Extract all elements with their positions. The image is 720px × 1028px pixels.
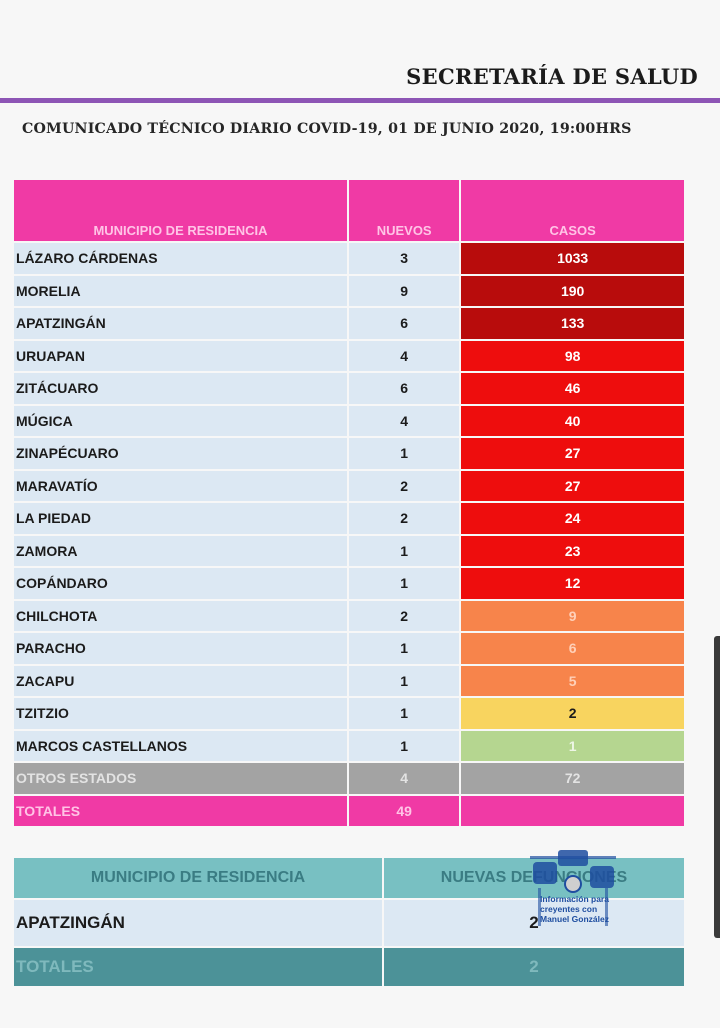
table-row: LÁZARO CÁRDENAS 3 1033 — [14, 243, 684, 274]
cell-casos: 9 — [461, 600, 684, 631]
cell-nuevos: 3 — [349, 243, 460, 274]
otros-estados-row: OTROS ESTADOS 4 72 — [14, 763, 684, 794]
cell-municipio: ZITÁCUARO — [14, 373, 347, 404]
header-nuevos: NUEVOS — [349, 180, 460, 241]
header-divider — [0, 98, 720, 103]
cell-casos: 27 — [461, 470, 684, 501]
cell-casos: 46 — [461, 373, 684, 404]
cell-municipio: MÚGICA — [14, 405, 347, 436]
cell-nuevos: 1 — [349, 633, 460, 664]
cell-casos: 24 — [461, 503, 684, 534]
cell-casos: 1033 — [461, 243, 684, 274]
totales-label: TOTALES — [14, 795, 347, 826]
cell-casos: 40 — [461, 405, 684, 436]
table-row: URUAPAN 4 98 — [14, 340, 684, 371]
table-row: APATZINGÁN 6 133 — [14, 308, 684, 339]
cell-casos: 12 — [461, 568, 684, 599]
cell-nuevos: 9 — [349, 275, 460, 306]
deaths-table: MUNICIPIO DE RESIDENCIA NUEVAS DEFUNCION… — [12, 856, 686, 988]
table-row: PARACHO 1 6 — [14, 633, 684, 664]
cell-municipio: MARCOS CASTELLANOS — [14, 730, 347, 761]
table-row: ZITÁCUARO 6 46 — [14, 373, 684, 404]
deaths-totales-row: TOTALES 2 — [14, 948, 684, 986]
watermark-logo-icon — [530, 850, 616, 926]
table-row: ZINAPÉCUARO 1 27 — [14, 438, 684, 469]
table-row: LA PIEDAD 2 24 — [14, 503, 684, 534]
cases-table: MUNICIPIO DE RESIDENCIA NUEVOS CASOS LÁZ… — [12, 178, 686, 828]
cell-defunciones: 2 — [384, 900, 684, 946]
cell-nuevos: 1 — [349, 698, 460, 729]
cell-municipio: LA PIEDAD — [14, 503, 347, 534]
cell-casos: 1 — [461, 730, 684, 761]
cell-casos: 98 — [461, 340, 684, 371]
cell-casos: 2 — [461, 698, 684, 729]
cell-nuevos: 1 — [349, 568, 460, 599]
watermark-text: Información para creyentes con Manuel Go… — [540, 894, 609, 924]
cell-municipio: MORELIA — [14, 275, 347, 306]
table-row: ZACAPU 1 5 — [14, 665, 684, 696]
totales-nuevos: 49 — [349, 795, 460, 826]
table-row: MARCOS CASTELLANOS 1 1 — [14, 730, 684, 761]
header-municipio: MUNICIPIO DE RESIDENCIA — [14, 858, 382, 898]
cell-municipio: ZACAPU — [14, 665, 347, 696]
cell-municipio: APATZINGÁN — [14, 308, 347, 339]
totales-row: TOTALES 49 — [14, 795, 684, 826]
cell-casos: 5 — [461, 665, 684, 696]
table-row: COPÁNDARO 1 12 — [14, 568, 684, 599]
cell-nuevos: 2 — [349, 470, 460, 501]
cell-municipio: TZITZIO — [14, 698, 347, 729]
cell-casos: 27 — [461, 438, 684, 469]
cell-municipio: ZAMORA — [14, 535, 347, 566]
cell-municipio: URUAPAN — [14, 340, 347, 371]
cell-nuevos: 1 — [349, 730, 460, 761]
cell-casos: 190 — [461, 275, 684, 306]
cell-nuevos: 1 — [349, 438, 460, 469]
table-row: ZAMORA 1 23 — [14, 535, 684, 566]
cell-casos: 133 — [461, 308, 684, 339]
cell-nuevos: 1 — [349, 665, 460, 696]
table-header-row: MUNICIPIO DE RESIDENCIA NUEVOS CASOS — [14, 180, 684, 241]
cell-nuevos: 6 — [349, 373, 460, 404]
cell-municipio: ZINAPÉCUARO — [14, 438, 347, 469]
cell-nuevos: 4 — [349, 340, 460, 371]
otros-casos: 72 — [461, 763, 684, 794]
table-row: MÚGICA 4 40 — [14, 405, 684, 436]
cell-nuevos: 2 — [349, 600, 460, 631]
cell-casos: 6 — [461, 633, 684, 664]
cell-municipio: APATZINGÁN — [14, 900, 382, 946]
table-row: TZITZIO 1 2 — [14, 698, 684, 729]
totales-defunciones: 2 — [384, 948, 684, 986]
otros-label: OTROS ESTADOS — [14, 763, 347, 794]
cell-municipio: MARAVATÍO — [14, 470, 347, 501]
cell-municipio: LÁZARO CÁRDENAS — [14, 243, 347, 274]
table-row: MORELIA 9 190 — [14, 275, 684, 306]
cell-nuevos: 6 — [349, 308, 460, 339]
cell-municipio: COPÁNDARO — [14, 568, 347, 599]
table-row: APATZINGÁN 2 — [14, 900, 684, 946]
totales-casos — [461, 795, 684, 826]
cell-nuevos: 2 — [349, 503, 460, 534]
cell-municipio: PARACHO — [14, 633, 347, 664]
cell-nuevos: 4 — [349, 405, 460, 436]
scrollbar[interactable] — [714, 636, 720, 938]
otros-nuevos: 4 — [349, 763, 460, 794]
report-subtitle: COMUNICADO TÉCNICO DIARIO COVID-19, 01 D… — [22, 121, 632, 137]
header-municipio: MUNICIPIO DE RESIDENCIA — [14, 180, 347, 241]
table-row: CHILCHOTA 2 9 — [14, 600, 684, 631]
cell-casos: 23 — [461, 535, 684, 566]
page-title: SECRETARÍA DE SALUD — [406, 64, 698, 89]
header-casos: CASOS — [461, 180, 684, 241]
cell-nuevos: 1 — [349, 535, 460, 566]
totales-label: TOTALES — [14, 948, 382, 986]
cell-municipio: CHILCHOTA — [14, 600, 347, 631]
table-row: MARAVATÍO 2 27 — [14, 470, 684, 501]
